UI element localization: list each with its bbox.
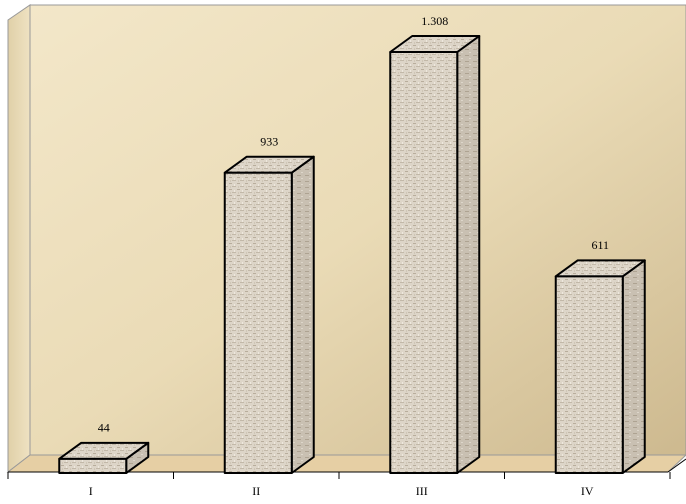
value-label: 933 — [260, 134, 278, 148]
bar — [554, 275, 624, 474]
bar — [58, 457, 128, 475]
bar-side — [290, 155, 315, 474]
value-label: 1.308 — [421, 14, 448, 28]
x-tick-label: I — [89, 484, 93, 498]
x-tick-label: II — [252, 484, 260, 498]
value-label: 44 — [98, 421, 110, 435]
bar-side — [621, 259, 646, 474]
bar — [223, 171, 293, 474]
bar-side — [456, 35, 481, 474]
x-tick-label: III — [416, 484, 428, 498]
value-label: 611 — [591, 238, 609, 252]
bar — [389, 51, 459, 474]
x-tick-label: IV — [581, 484, 594, 498]
